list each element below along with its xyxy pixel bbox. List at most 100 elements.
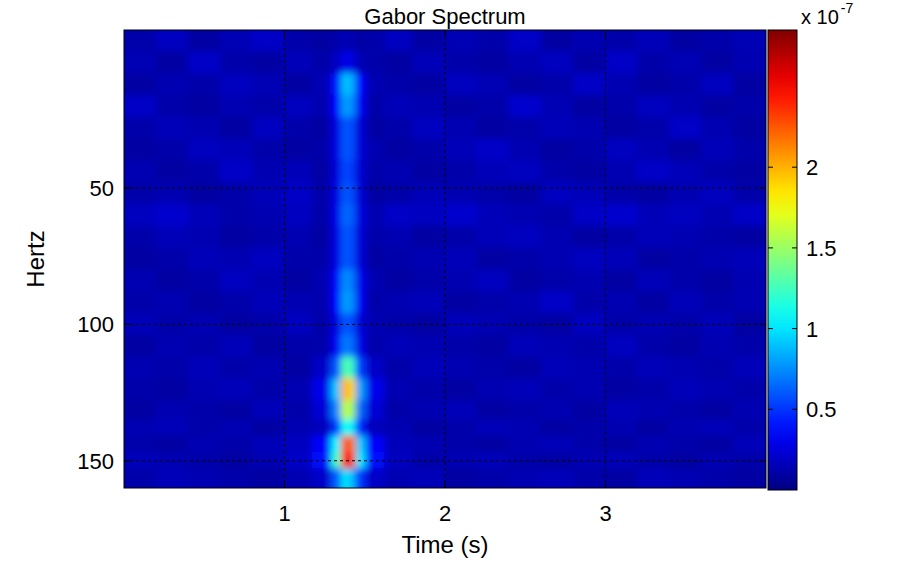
cell — [412, 291, 445, 314]
cell — [669, 452, 702, 469]
cell — [220, 204, 253, 227]
cell — [355, 419, 366, 436]
cell — [284, 160, 313, 183]
cell — [341, 117, 349, 140]
cell — [348, 51, 356, 74]
cell — [341, 468, 349, 488]
cell — [477, 248, 510, 271]
cell — [573, 117, 606, 140]
colorbar-multiplier: x 10 — [801, 6, 839, 28]
cell — [669, 160, 702, 183]
cell — [637, 204, 670, 227]
cell — [312, 160, 331, 183]
cell — [541, 468, 574, 488]
cell — [366, 378, 385, 401]
title: Gabor Spectrum — [364, 4, 525, 29]
cell — [341, 160, 349, 183]
cell — [284, 357, 313, 380]
cell — [312, 400, 331, 420]
cell — [124, 51, 157, 74]
cell — [348, 117, 356, 140]
cell — [412, 419, 445, 436]
cell — [573, 73, 606, 96]
cell — [573, 400, 606, 420]
cell — [284, 436, 313, 453]
tick — [768, 409, 773, 410]
cell — [252, 357, 285, 380]
cell — [445, 226, 478, 249]
cell — [341, 335, 349, 358]
cell — [252, 182, 285, 205]
cell — [412, 378, 445, 401]
cell — [733, 73, 766, 96]
tick — [792, 328, 797, 329]
cell — [573, 51, 606, 74]
cell — [509, 226, 542, 249]
cell — [541, 51, 574, 74]
cell — [284, 269, 313, 292]
cell — [605, 182, 638, 205]
cell — [384, 160, 413, 183]
cell — [312, 291, 331, 314]
cell — [252, 30, 285, 52]
cell — [573, 182, 606, 205]
cell — [124, 182, 157, 205]
cell — [188, 117, 221, 140]
cell — [124, 378, 157, 401]
cell — [605, 226, 638, 249]
cell — [366, 51, 385, 74]
cell — [541, 73, 574, 96]
cell — [188, 226, 221, 249]
cell — [156, 269, 189, 292]
cell — [605, 400, 638, 420]
cell — [412, 226, 445, 249]
cell — [477, 30, 510, 52]
cell — [669, 51, 702, 74]
cell — [701, 51, 734, 74]
cell — [348, 335, 356, 358]
cell — [156, 117, 189, 140]
cell — [355, 160, 366, 183]
cell — [156, 291, 189, 314]
plot-background — [124, 30, 766, 488]
cell — [445, 468, 478, 488]
cell — [573, 30, 606, 52]
cell — [509, 30, 542, 52]
cell — [348, 419, 356, 436]
cell — [124, 468, 157, 488]
tick — [605, 30, 606, 36]
grid-line — [284, 30, 285, 488]
cell — [252, 400, 285, 420]
cell — [284, 117, 313, 140]
cell — [366, 95, 385, 118]
cell — [477, 51, 510, 74]
cell — [605, 139, 638, 162]
cell — [252, 226, 285, 249]
cell — [124, 226, 157, 249]
cell — [312, 73, 331, 96]
cell — [284, 226, 313, 249]
tick-label: 0.5 — [806, 397, 837, 422]
grid-line — [445, 30, 446, 488]
cell — [124, 30, 157, 52]
cell — [355, 400, 366, 420]
cell — [669, 226, 702, 249]
cell — [509, 313, 542, 336]
cell — [445, 182, 478, 205]
cell — [509, 357, 542, 380]
cell — [355, 30, 366, 52]
cell — [541, 182, 574, 205]
cell — [412, 313, 445, 336]
tick — [792, 247, 797, 248]
cell — [445, 436, 478, 453]
cell — [220, 160, 253, 183]
cell — [331, 226, 342, 249]
tick-label: 3 — [599, 501, 611, 526]
cell — [366, 139, 385, 162]
cell — [284, 73, 313, 96]
cell — [573, 226, 606, 249]
cell — [341, 182, 349, 205]
cell — [477, 378, 510, 401]
cell — [637, 139, 670, 162]
cell — [701, 291, 734, 314]
